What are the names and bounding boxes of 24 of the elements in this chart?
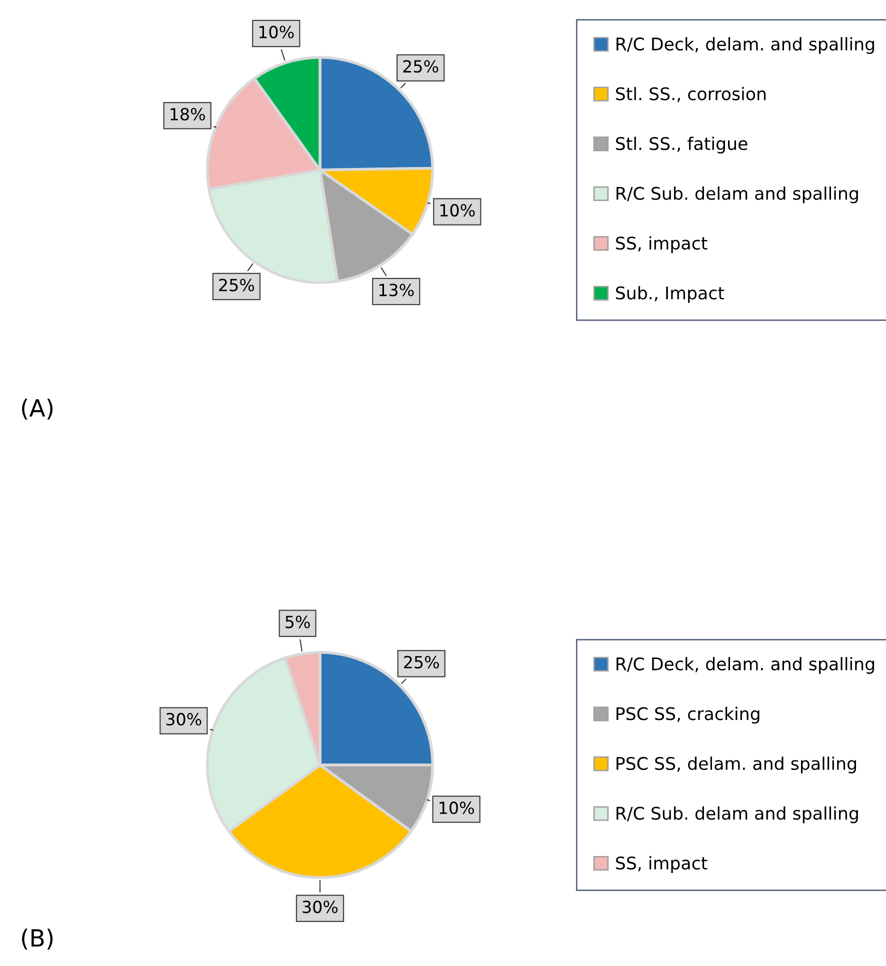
legend-label: PSC SS, delam. and spalling — [616, 756, 856, 774]
data-label: 30% — [302, 900, 338, 914]
text: (A) — [22, 398, 53, 420]
legend-label: SS, impact — [616, 856, 708, 873]
legend-label: PSC SS, cracking — [616, 706, 760, 724]
data-label: 10% — [440, 204, 475, 217]
data-label: 25% — [219, 278, 254, 292]
data-label: 30% — [166, 712, 202, 726]
data-label: 10% — [259, 26, 294, 38]
legend-label: Sub., Impact — [616, 286, 724, 303]
data-label: 18% — [170, 108, 205, 120]
data-label: 10% — [440, 802, 474, 814]
legend-label: R/C Deck, delam. and spalling — [616, 37, 874, 54]
legend-label: R/C Sub. delam and spalling — [616, 806, 858, 824]
data-label: 13% — [379, 284, 414, 296]
data-label: 25% — [404, 656, 439, 668]
legend-label: R/C Deck, delam. and spalling — [616, 657, 874, 674]
legend-label: Stl. SS., fatigue — [616, 136, 748, 154]
text: (B) — [22, 928, 53, 950]
legend-label: R/C Sub. delam and spalling — [616, 186, 858, 204]
data-label: 25% — [403, 60, 438, 73]
legend-label: Stl. SS., corrosion — [616, 86, 766, 102]
legend-label: SS, impact — [616, 236, 708, 254]
data-label: 5% — [286, 616, 310, 628]
